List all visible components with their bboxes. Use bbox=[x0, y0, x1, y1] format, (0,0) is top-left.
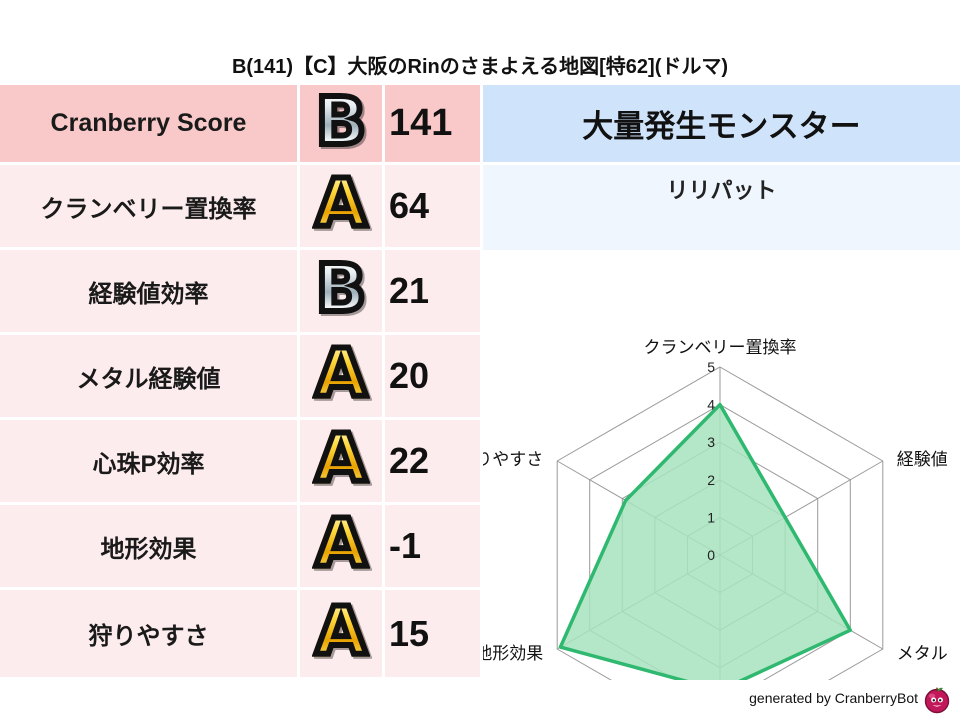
radar-axis-label: 経験値 bbox=[897, 450, 948, 469]
rank-badge-a-icon: A bbox=[300, 590, 385, 680]
stats-row: Cranberry Score B 141 bbox=[0, 85, 480, 165]
stats-row-label: 地形効果 bbox=[0, 505, 300, 590]
stats-row-value: 20 bbox=[385, 335, 480, 420]
radar-axis-label: 狩りやすさ bbox=[483, 450, 543, 469]
rank-badge-letter: A bbox=[312, 592, 369, 670]
stats-table: Cranberry Score B 141 クランベリー置換率 A 64 経験値効率 B 21 メ… bbox=[0, 85, 480, 680]
stats-row-value: -1 bbox=[385, 505, 480, 590]
rank-badge-a-icon: A bbox=[300, 420, 385, 505]
stats-row: 狩りやすさ A 15 bbox=[0, 590, 480, 680]
radar-tick-label: 2 bbox=[707, 472, 715, 488]
radar-series-area bbox=[558, 402, 853, 680]
stats-row-value: 21 bbox=[385, 250, 480, 335]
stats-row-value: 15 bbox=[385, 590, 480, 680]
rank-badge-letter: A bbox=[312, 420, 369, 497]
radar-axis-label: メタル bbox=[897, 644, 948, 663]
stats-row-value: 141 bbox=[385, 85, 480, 165]
radar-tick-labels: 0 1 2 3 4 5 bbox=[707, 359, 715, 563]
page-title: B(141)【C】大阪のRinのさまよえる地図[特62](ドルマ) bbox=[231, 56, 729, 78]
radar-tick-label: 5 bbox=[707, 359, 715, 375]
rank-badge-a-icon: A bbox=[300, 165, 385, 250]
monster-name: リリパット bbox=[483, 165, 960, 250]
rank-badge-a-icon: A bbox=[300, 335, 385, 420]
rank-badge-letter: A bbox=[312, 165, 369, 242]
stats-row: 地形効果 A -1 bbox=[0, 505, 480, 590]
rank-badge-b-icon: B bbox=[300, 250, 385, 335]
radar-tick-label: 4 bbox=[707, 397, 715, 413]
radar-tick-label: 1 bbox=[707, 509, 715, 525]
stats-row: 心珠P効率 A 22 bbox=[0, 420, 480, 505]
stats-row-label: 心珠P効率 bbox=[0, 420, 300, 505]
cranberry-icon bbox=[924, 687, 950, 714]
stats-row-label: クランベリー置換率 bbox=[0, 165, 300, 250]
rank-badge-letter: A bbox=[312, 505, 369, 582]
radar-tick-label: 0 bbox=[707, 547, 715, 563]
stats-row-label: 狩りやすさ bbox=[0, 590, 300, 680]
radar-axis-label: 地形効果 bbox=[483, 644, 543, 663]
monster-section-header: 大量発生モンスター bbox=[483, 85, 960, 162]
rank-badge-b-icon: B bbox=[300, 85, 385, 165]
stats-row: メタル経験値 A 20 bbox=[0, 335, 480, 420]
stats-row-label: 経験値効率 bbox=[0, 250, 300, 335]
stats-row: クランベリー置換率 A 64 bbox=[0, 165, 480, 250]
footer-credit: generated by CranberryBot bbox=[749, 690, 918, 706]
rank-badge-letter: B bbox=[313, 250, 369, 327]
stats-row-value: 22 bbox=[385, 420, 480, 505]
rank-badge-letter: A bbox=[312, 335, 369, 412]
stats-row: 経験値効率 B 21 bbox=[0, 250, 480, 335]
rank-badge-letter: B bbox=[313, 82, 369, 160]
stats-row-label: Cranberry Score bbox=[0, 85, 300, 165]
radar-tick-label: 3 bbox=[707, 434, 715, 450]
rank-badge-a-icon: A bbox=[300, 505, 385, 590]
radar-axis-label: クランベリー置換率 bbox=[644, 338, 797, 357]
stats-row-label: メタル経験値 bbox=[0, 335, 300, 420]
radar-axis-labels: クランベリー置換率経験値メタル心珠P地形効果狩りやすさ bbox=[483, 338, 948, 663]
stats-row-value: 64 bbox=[385, 165, 480, 250]
